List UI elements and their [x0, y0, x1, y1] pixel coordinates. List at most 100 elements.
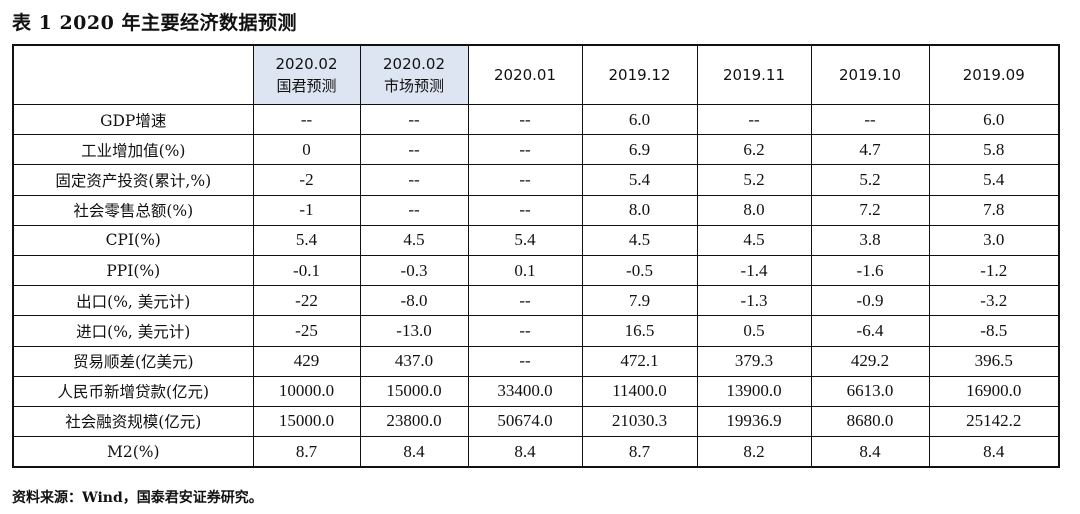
table-cell: 11400.0 [581, 375, 698, 407]
table-cell: -1.4 [696, 254, 812, 287]
table-cell: 3.8 [810, 224, 930, 256]
row-label: 进口(%, 美元计) [12, 315, 254, 347]
table-cell: 5.4 [928, 164, 1060, 196]
table-row: CPI(%) 5.4 4.5 5.4 4.5 4.5 3.8 3.0 [12, 224, 1060, 256]
table-cell: 8.4 [359, 436, 469, 468]
table-title: 表 1 2020 年主要经济数据预测 [12, 12, 297, 34]
column-header: 2019.12 [581, 44, 698, 105]
table-cell: -13.0 [359, 315, 469, 347]
column-header-subtitle: 国君预测 [276, 77, 337, 95]
table-body: GDP增速 -- -- -- 6.0 -- -- 6.0 工业增加值(%) 0 -- -- 6.9 6.2… [12, 103, 1060, 468]
table-cell: -- [467, 345, 583, 377]
column-header-subtitle: 市场预测 [383, 77, 444, 95]
table-cell: 6.0 [581, 103, 698, 136]
table-cell: -- [467, 285, 583, 317]
header-corner [12, 44, 254, 105]
table-row: PPI(%) -0.1 -0.3 0.1 -0.5 -1.4 -1.6 -1.2 [12, 254, 1060, 287]
table-row: 社会零售总额(%) -1 -- -- 8.0 8.0 7.2 7.8 [12, 194, 1060, 226]
table-cell: 6.0 [928, 103, 1060, 136]
economic-data-table: 2020.02 国君预测 2020.02 市场预测 2020.01 2019.12 2019… [12, 44, 1060, 469]
table-cell: 21030.3 [581, 405, 698, 438]
column-header-period: 2019.12 [608, 66, 671, 84]
table-cell: -- [252, 103, 361, 136]
column-header: 2020.01 [467, 44, 583, 105]
table-cell: 33400.0 [467, 375, 583, 407]
table-cell: 8.0 [581, 194, 698, 226]
row-label: 人民币新增贷款(亿元) [12, 375, 254, 407]
table-cell: 8.2 [696, 436, 812, 468]
column-header-period: 2019.10 [838, 66, 902, 84]
table-cell: -1.6 [810, 254, 930, 287]
table-cell: 16.5 [581, 315, 698, 347]
column-header-period: 2020.02 [382, 55, 446, 73]
column-header: 2019.10 [810, 44, 930, 105]
table-cell: 472.1 [581, 345, 698, 377]
table-cell: 8.7 [581, 436, 698, 468]
row-label: PPI(%) [12, 254, 254, 287]
table-cell: -- [359, 164, 469, 196]
table-cell: 4.5 [696, 224, 812, 256]
table-cell: -1 [252, 194, 361, 226]
table-row: 固定资产投资(累计,%) -2 -- -- 5.4 5.2 5.2 5.4 [12, 164, 1060, 196]
table-row: 人民币新增贷款(亿元) 10000.0 15000.0 33400.0 11400.0 1… [12, 375, 1060, 407]
table-cell: 4.5 [581, 224, 698, 256]
table-cell: -0.3 [359, 254, 469, 287]
table-row: M2(%) 8.7 8.4 8.4 8.7 8.2 8.4 8.4 [12, 436, 1060, 468]
table-cell: 13900.0 [696, 375, 812, 407]
table-cell: -8.5 [928, 315, 1060, 347]
table-row: 社会融资规模(亿元) 15000.0 23800.0 50674.0 21030.3 19… [12, 405, 1060, 438]
table-row: 贸易顺差(亿美元) 429 437.0 -- 472.1 379.3 429.2 396.5 [12, 345, 1060, 377]
table-row: 进口(%, 美元计) -25 -13.0 -- 16.5 0.5 -6.4 -8.5 [12, 315, 1060, 347]
table-cell: -- [696, 103, 812, 136]
table-cell: 0.1 [467, 254, 583, 287]
table-cell: 0 [252, 134, 361, 166]
table-cell: 5.4 [252, 224, 361, 256]
table-cell: 5.4 [467, 224, 583, 256]
row-label: 贸易顺差(亿美元) [12, 345, 254, 377]
table-cell: 5.4 [581, 164, 698, 196]
table-cell: 8.4 [928, 436, 1060, 468]
table-cell: -25 [252, 315, 361, 347]
column-header: 2019.11 [696, 44, 812, 105]
table-cell: -1.2 [928, 254, 1060, 287]
table-cell: 6.9 [581, 134, 698, 166]
table-cell: 23800.0 [359, 405, 469, 438]
header-row: 2020.02 国君预测 2020.02 市场预测 2020.01 2019.12 2019… [12, 44, 1060, 105]
table-cell: 16900.0 [928, 375, 1060, 407]
row-label: 固定资产投资(累计,%) [12, 164, 254, 196]
table-cell: -- [467, 315, 583, 347]
table-cell: -- [810, 103, 930, 136]
table-cell: 7.9 [581, 285, 698, 317]
table-cell: 396.5 [928, 345, 1060, 377]
table-cell: 0.5 [696, 315, 812, 347]
table-cell: 5.2 [810, 164, 930, 196]
row-label: 工业增加值(%) [12, 134, 254, 166]
table-cell: -- [467, 164, 583, 196]
table-cell: 3.0 [928, 224, 1060, 256]
table-cell: -- [359, 103, 469, 136]
table-cell: 6.2 [696, 134, 812, 166]
column-header-period: 2019.11 [722, 66, 786, 84]
table-cell: 8.7 [252, 436, 361, 468]
table-cell: -6.4 [810, 315, 930, 347]
table-cell: -3.2 [928, 285, 1060, 317]
table-cell: -1.3 [696, 285, 812, 317]
table-cell: -- [359, 194, 469, 226]
table-cell: 437.0 [359, 345, 469, 377]
table-cell: 50674.0 [467, 405, 583, 438]
table-cell: -2 [252, 164, 361, 196]
table-cell: -0.9 [810, 285, 930, 317]
table-cell: 8.4 [467, 436, 583, 468]
table-row: 工业增加值(%) 0 -- -- 6.9 6.2 4.7 5.8 [12, 134, 1060, 166]
row-label: 社会零售总额(%) [12, 194, 254, 226]
table-cell: -22 [252, 285, 361, 317]
table-cell: 15000.0 [252, 405, 361, 438]
table-cell: -- [359, 134, 469, 166]
table-cell: 4.7 [810, 134, 930, 166]
table-cell: 379.3 [696, 345, 812, 377]
table-cell: 8680.0 [810, 405, 930, 438]
column-header: 2020.02 市场预测 [359, 44, 469, 105]
row-label: CPI(%) [12, 224, 254, 256]
column-header-period: 2020.02 [275, 55, 338, 73]
table-cell: 6613.0 [810, 375, 930, 407]
